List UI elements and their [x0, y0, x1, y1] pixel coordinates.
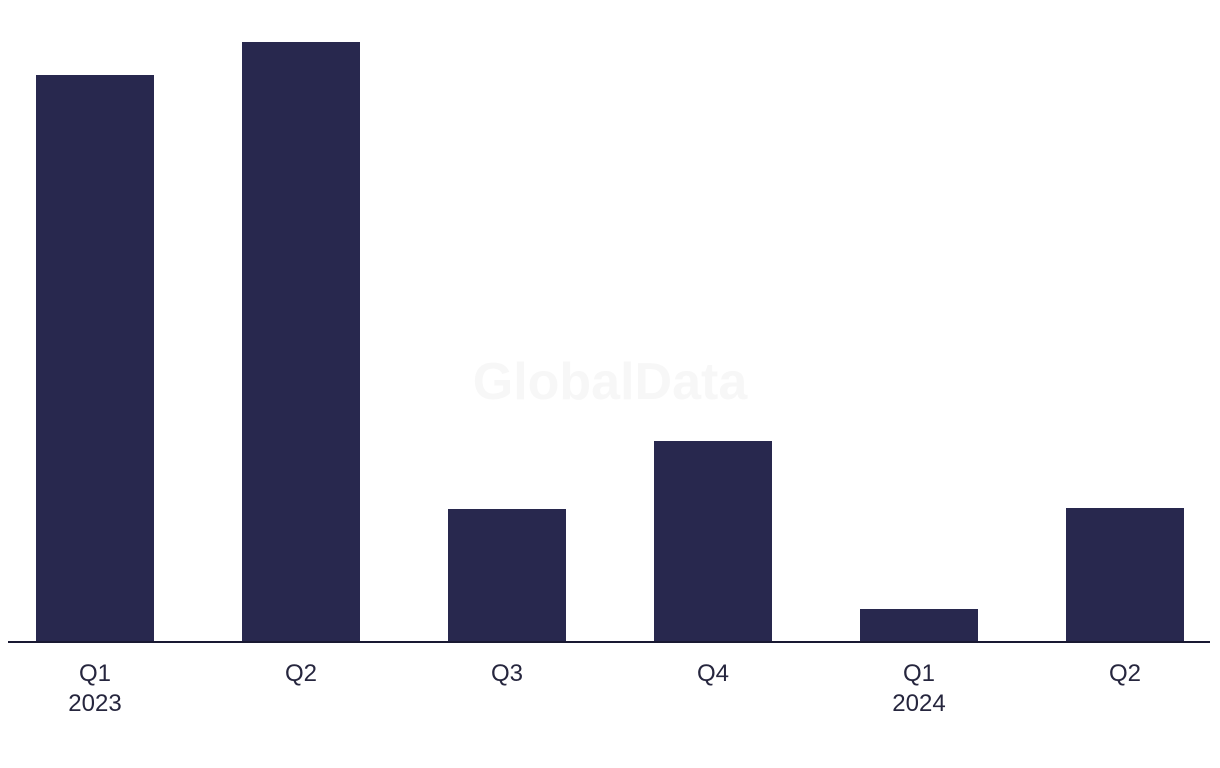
x-tick-q2-2023: Q2	[221, 659, 381, 689]
bar-q1-2024	[860, 609, 978, 641]
x-tick-q1-2024: Q1 2024	[839, 659, 999, 719]
x-tick-quarter-label: Q2	[284, 660, 317, 687]
x-axis-line	[8, 641, 1210, 643]
bar-q2-2024	[1066, 508, 1184, 641]
bar-q3-2023	[448, 509, 566, 641]
x-tick-q2-2024: Q2	[1045, 659, 1205, 689]
x-tick-quarter-label: Q3	[490, 660, 523, 687]
x-tick-quarter-label: Q2	[1108, 660, 1141, 687]
bar-q1-2023	[36, 75, 154, 641]
x-tick-q4-2023: Q4	[633, 659, 793, 689]
x-tick-quarter-label: Q1	[902, 660, 935, 687]
bar-q2-2023	[242, 42, 360, 641]
x-tick-year-label: 2024	[892, 690, 946, 717]
x-tick-q1-2023: Q1 2023	[15, 659, 175, 719]
x-tick-quarter-label: Q1	[78, 660, 111, 687]
x-tick-quarter-label: Q4	[696, 660, 729, 687]
x-tick-year-label: 2023	[68, 690, 122, 717]
bar-q4-2023	[654, 441, 772, 641]
x-tick-q3-2023: Q3	[427, 659, 587, 689]
